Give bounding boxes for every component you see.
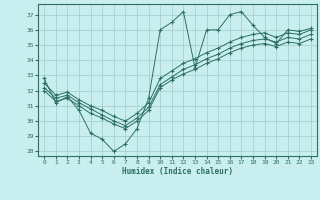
X-axis label: Humidex (Indice chaleur): Humidex (Indice chaleur)	[122, 167, 233, 176]
